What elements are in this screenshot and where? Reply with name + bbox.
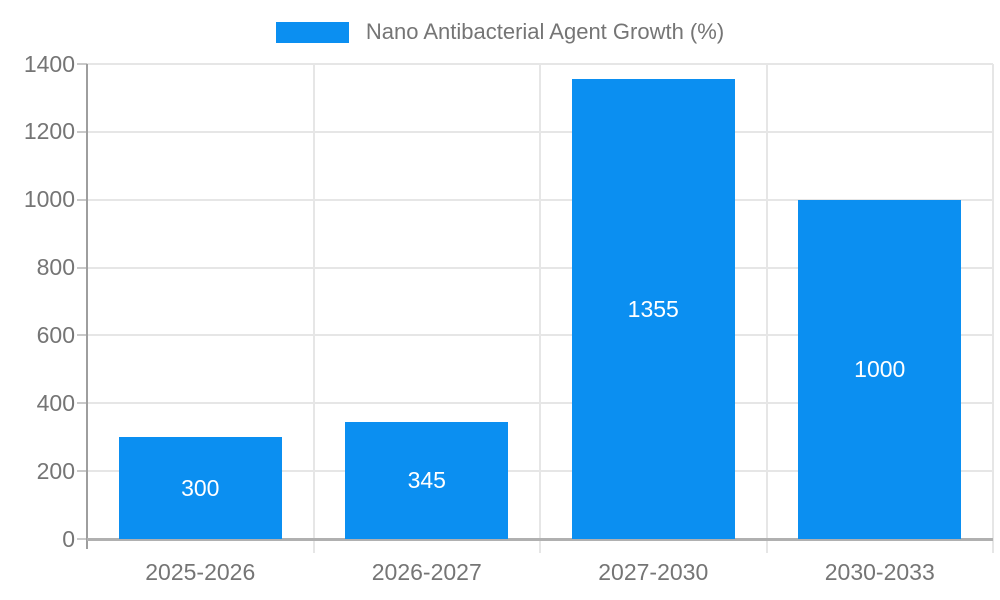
y-axis-tick-label: 200 [36, 457, 75, 484]
gridline-v [539, 64, 541, 553]
y-tick-mark [77, 470, 87, 473]
y-axis-tick-label: 0 [62, 525, 75, 552]
bar[interactable]: 1355 [571, 79, 735, 539]
y-tick-mark [77, 402, 87, 405]
x-axis-line [87, 538, 993, 541]
bar[interactable]: 300 [118, 437, 282, 539]
bar-value-label: 1355 [627, 295, 679, 322]
x-axis-category-label: 2026-2027 [371, 559, 482, 585]
legend-swatch [275, 21, 349, 43]
legend-label: Nano Antibacterial Agent Growth (%) [365, 19, 725, 44]
y-axis-tick-label: 1000 [23, 186, 75, 213]
x-axis-category-label: 2027-2030 [598, 559, 709, 585]
y-tick-mark [77, 198, 87, 201]
bar-value-label: 300 [181, 474, 220, 501]
y-tick-mark [77, 266, 87, 269]
y-tick-mark [77, 130, 87, 133]
y-axis-line [86, 64, 88, 549]
gridline-v [992, 64, 994, 553]
bar-value-label: 345 [407, 466, 446, 493]
y-tick-mark [77, 334, 87, 337]
bar-value-label: 1000 [854, 355, 906, 382]
gridline-v [312, 64, 315, 553]
y-tick-mark [77, 538, 87, 540]
bar[interactable]: 1000 [798, 199, 962, 539]
x-axis-category-label: 2025-2026 [145, 559, 256, 585]
y-axis-tick-label: 1400 [23, 50, 75, 77]
y-axis-tick-label: 400 [36, 389, 75, 416]
y-tick-mark [77, 63, 87, 65]
bar[interactable]: 345 [345, 421, 509, 539]
x-axis-category-label: 2030-2033 [824, 559, 935, 585]
y-axis-tick-label: 1200 [23, 118, 75, 145]
gridline-v [765, 64, 768, 553]
y-axis-tick-label: 800 [36, 254, 75, 281]
y-axis-tick-label: 600 [36, 321, 75, 348]
legend[interactable]: Nano Antibacterial Agent Growth (%) [0, 21, 1000, 43]
